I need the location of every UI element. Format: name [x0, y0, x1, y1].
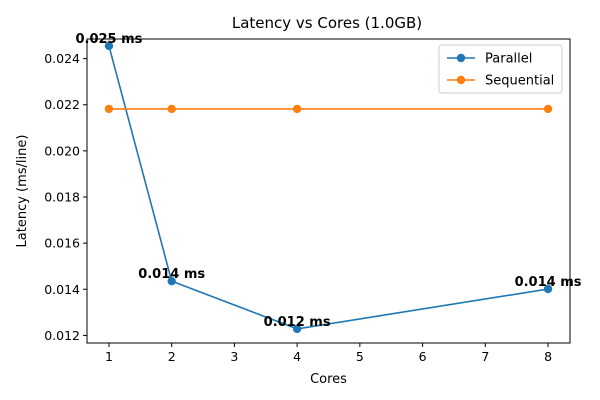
series-layer [104, 41, 553, 334]
x-tick-label: 3 [230, 349, 238, 364]
y-axis-ticks: 0.012 0.014 0.016 0.018 0.020 0.022 0.024 [44, 51, 87, 343]
y-tick-label: 0.024 [44, 51, 80, 66]
data-point-parallel [104, 41, 114, 51]
plot-frame [86, 38, 571, 344]
legend-label: Sequential [485, 74, 554, 89]
legend: Parallel Sequential [438, 44, 563, 94]
x-axis-ticks: 1 2 3 4 5 6 7 8 [105, 343, 552, 364]
x-tick-label: 1 [105, 349, 113, 364]
x-tick-label: 7 [481, 349, 489, 364]
x-axis-title: Cores [310, 372, 347, 387]
data-point-sequential [543, 104, 553, 114]
data-labels-layer: 0.025 ms 0.014 ms 0.012 ms 0.014 ms [75, 32, 581, 330]
legend-items: Parallel Sequential [447, 52, 554, 89]
data-point-sequential [104, 104, 114, 114]
x-tick-label: 4 [293, 349, 301, 364]
data-label: 0.012 ms [264, 315, 331, 330]
data-point-parallel [543, 284, 553, 294]
x-tick-label: 5 [356, 349, 364, 364]
data-point-sequential [167, 104, 176, 114]
y-tick-label: 0.020 [44, 143, 80, 158]
legend-swatch-marker [456, 53, 466, 63]
y-axis-title: Latency (ms/line) [15, 135, 30, 248]
data-point-parallel [167, 276, 176, 286]
data-label: 0.014 ms [138, 267, 205, 282]
y-tick-label: 0.018 [44, 189, 80, 204]
y-tick-label: 0.012 [44, 328, 80, 343]
data-label: 0.014 ms [515, 275, 582, 290]
data-point-sequential [292, 104, 302, 114]
y-tick-label: 0.016 [44, 236, 80, 251]
legend-label: Parallel [485, 52, 532, 67]
legend-swatch-marker [456, 75, 466, 85]
data-point-parallel [292, 324, 302, 334]
y-tick-label: 0.014 [44, 282, 80, 297]
data-label: 0.025 ms [75, 32, 142, 47]
series-line-parallel [108, 45, 549, 330]
x-tick-label: 8 [544, 349, 552, 364]
x-tick-label: 2 [168, 349, 176, 364]
x-tick-label: 6 [419, 349, 427, 364]
y-tick-label: 0.022 [44, 97, 80, 112]
chart-title: Latency vs Cores (1.0GB) [232, 14, 422, 32]
legend-box [438, 44, 563, 94]
